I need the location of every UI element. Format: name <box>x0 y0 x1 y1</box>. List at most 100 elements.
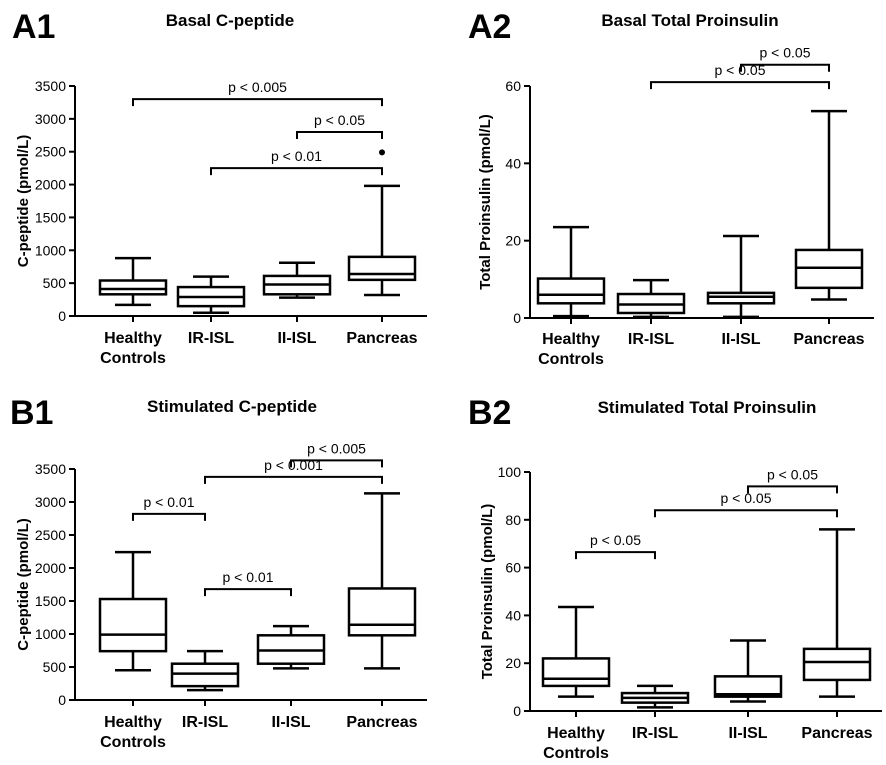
y-tick-label: 3500 <box>35 461 66 477</box>
x-tick-label: Controls <box>538 351 604 368</box>
bracket-line <box>290 459 383 468</box>
chart-panel-b1: B1 Stimulated C-peptide C-peptide (pmol/L)… <box>10 394 427 751</box>
y-tick-label: 1500 <box>35 593 66 609</box>
y-tick-label: 40 <box>505 155 521 171</box>
x-tick-label: II-ISL <box>728 725 767 742</box>
y-axis-label: Total Proinsulin (pmol/L) <box>479 504 496 680</box>
y-axis-label: Total Proinsulin (pmol/L) <box>477 114 494 290</box>
bracket-label: p < 0.05 <box>721 490 772 506</box>
y-tick-label: 20 <box>505 655 521 671</box>
chart-panel-b2: B2 Stimulated Total Proinsulin Total Proin… <box>468 394 882 762</box>
y-tick-label: 60 <box>505 78 521 94</box>
x-tick-label: Controls <box>543 745 609 762</box>
bracket-label: p < 0.05 <box>314 112 365 128</box>
significance-bracket: p < 0.05 <box>650 62 830 90</box>
bracket-line <box>204 475 383 484</box>
bracket-label: p < 0.001 <box>264 457 323 473</box>
bracket-label: p < 0.05 <box>590 532 641 548</box>
box-2 <box>713 639 783 703</box>
chart-title: Basal Total Proinsulin <box>601 11 778 30</box>
significance-bracket: p < 0.01 <box>210 148 383 176</box>
box-iqr <box>706 291 776 305</box>
bracket-label: p < 0.01 <box>223 569 274 585</box>
significance-bracket: p < 0.01 <box>204 569 292 597</box>
x-tick-label: Healthy <box>547 725 605 742</box>
panel-label: A1 <box>12 8 55 46</box>
box-iqr <box>802 647 872 682</box>
bracket-line <box>210 167 383 176</box>
bracket-line <box>654 509 838 518</box>
significance-bracket: p < 0.01 <box>132 494 206 521</box>
y-tick-label: 1000 <box>35 242 66 258</box>
panel-label: B1 <box>10 394 53 432</box>
chart-panel-a2: A2 Basal Total Proinsulin Total Proinsulin… <box>468 8 874 368</box>
chart-title: Stimulated Total Proinsulin <box>598 398 817 417</box>
box-0 <box>541 605 611 698</box>
x-tick-label: II-ISL <box>271 714 310 731</box>
y-tick-label: 0 <box>513 703 521 719</box>
significance-bracket: p < 0.005 <box>290 440 383 468</box>
bracket-line <box>650 81 830 90</box>
y-tick-label: 2000 <box>35 177 66 193</box>
significance-bracket: p < 0.05 <box>296 112 383 139</box>
x-tick-label: Controls <box>100 734 166 751</box>
chart-panel-a1: A1 Basal C-peptide C-peptide (pmol/L) 0 500 1… <box>12 8 427 367</box>
box-3 <box>347 149 417 297</box>
box-0 <box>98 550 168 672</box>
bracket-label: p < 0.05 <box>760 45 811 61</box>
x-tick-label: II-ISL <box>721 331 760 348</box>
significance-bracket: p < 0.05 <box>747 466 838 494</box>
box-iqr <box>347 255 417 282</box>
box-1 <box>176 275 246 314</box>
y-tick-label: 1000 <box>35 626 66 642</box>
significance-bracket: p < 0.05 <box>575 532 656 560</box>
y-tick-label: 500 <box>43 659 67 675</box>
bracket-label: p < 0.005 <box>228 79 287 95</box>
box-2 <box>262 261 332 299</box>
y-axis-label: C-peptide (pmol/L) <box>15 518 32 650</box>
significance-bracket: p < 0.05 <box>654 490 838 518</box>
bracket-line <box>204 588 292 597</box>
x-tick-label: Controls <box>100 350 166 367</box>
y-tick-label: 80 <box>505 512 521 528</box>
bracket-label: p < 0.005 <box>307 440 366 456</box>
box-0 <box>98 256 168 307</box>
chart-title: Basal C-peptide <box>166 11 294 30</box>
x-tick-label: II-ISL <box>277 330 316 347</box>
x-tick-label: Pancreas <box>346 330 417 347</box>
bracket-label: p < 0.01 <box>271 148 322 164</box>
x-tick-label: Pancreas <box>793 331 864 348</box>
x-tick-label: IR-ISL <box>182 714 228 731</box>
box-iqr <box>347 587 417 637</box>
y-tick-label: 40 <box>505 607 521 623</box>
y-tick-label: 0 <box>513 310 521 326</box>
y-tick-label: 3000 <box>35 111 66 127</box>
box-iqr <box>536 277 606 305</box>
y-tick-label: 2500 <box>35 527 66 543</box>
x-tick-label: IR-ISL <box>632 725 678 742</box>
y-tick-label: 100 <box>498 464 522 480</box>
y-tick-label: 0 <box>58 308 66 324</box>
bracket-line <box>575 551 656 560</box>
bracket-label: p < 0.05 <box>767 466 818 482</box>
box-0 <box>536 225 606 318</box>
y-tick-label: 2000 <box>35 560 66 576</box>
box-1 <box>170 649 240 692</box>
significance-bracket: p < 0.005 <box>132 79 383 107</box>
box-2 <box>706 234 776 319</box>
x-tick-label: Healthy <box>104 714 162 731</box>
bracket-line <box>747 485 838 494</box>
x-tick-label: IR-ISL <box>188 330 234 347</box>
outlier-point <box>379 149 385 156</box>
x-tick-label: Healthy <box>542 331 600 348</box>
box-2 <box>256 624 326 670</box>
bracket-line <box>132 512 206 521</box>
box-3 <box>794 109 864 301</box>
box-iqr <box>98 597 168 653</box>
y-tick-label: 1500 <box>35 209 66 225</box>
box-3 <box>802 528 872 698</box>
box-3 <box>347 492 417 670</box>
bracket-line <box>740 63 830 72</box>
y-axis-label: C-peptide (pmol/L) <box>15 135 32 267</box>
